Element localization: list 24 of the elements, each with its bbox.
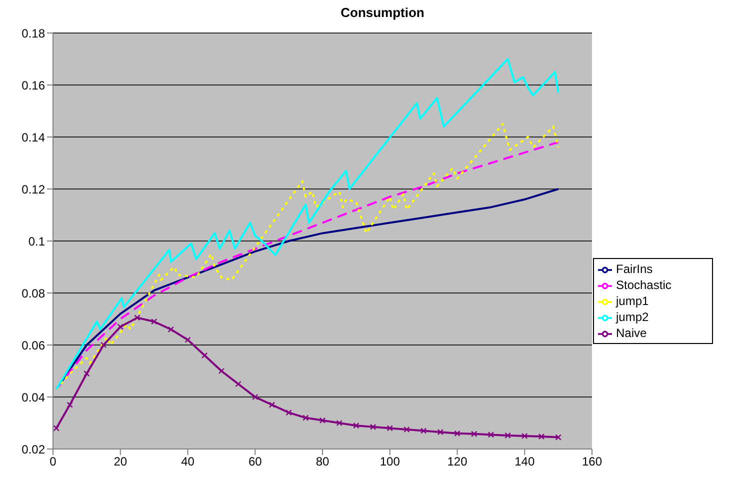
y-tick-label: 0.06 bbox=[22, 338, 46, 352]
x-tick-label: 160 bbox=[582, 454, 602, 469]
legend-label: Naive bbox=[616, 326, 647, 340]
x-tick-label: 40 bbox=[181, 454, 195, 469]
legend-label: jump1 bbox=[616, 294, 649, 308]
legend-label: jump2 bbox=[616, 310, 649, 324]
y-tick-label: 0.12 bbox=[22, 182, 46, 196]
x-tick-label: 60 bbox=[248, 454, 262, 469]
y-tick-label: 0.18 bbox=[22, 26, 46, 40]
y-tick-label: 0.16 bbox=[22, 78, 46, 92]
legend-label: FairIns bbox=[616, 262, 653, 276]
x-tick-label: 0 bbox=[50, 454, 57, 469]
x-tick-label: 80 bbox=[316, 454, 330, 469]
y-tick-label: 0.14 bbox=[22, 130, 46, 144]
x-tick-label: 140 bbox=[514, 454, 535, 469]
x-tick-label: 20 bbox=[114, 454, 128, 469]
y-tick-label: 0.08 bbox=[22, 286, 46, 300]
legend-label: Stochastic bbox=[616, 278, 672, 292]
y-tick-label: 0.02 bbox=[22, 442, 46, 456]
x-tick-label: 100 bbox=[380, 454, 400, 469]
x-tick-label: 120 bbox=[447, 454, 468, 469]
y-tick-label: 0.04 bbox=[22, 390, 46, 404]
chart-title: Consumption bbox=[340, 5, 426, 20]
y-tick-label: 0.1 bbox=[28, 234, 46, 248]
